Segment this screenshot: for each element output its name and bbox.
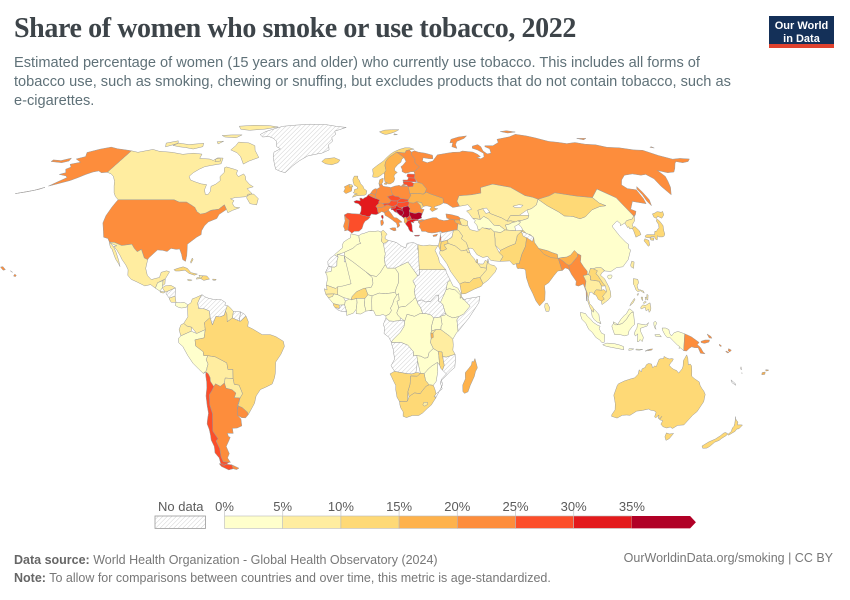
svg-text:5%: 5% [273,499,292,514]
svg-text:15%: 15% [386,499,412,514]
svg-text:20%: 20% [444,499,470,514]
svg-text:0%: 0% [215,499,234,514]
svg-text:10%: 10% [328,499,354,514]
svg-text:25%: 25% [502,499,528,514]
svg-text:35%: 35% [619,499,645,514]
svg-text:No data: No data [158,499,204,514]
svg-text:30%: 30% [561,499,587,514]
